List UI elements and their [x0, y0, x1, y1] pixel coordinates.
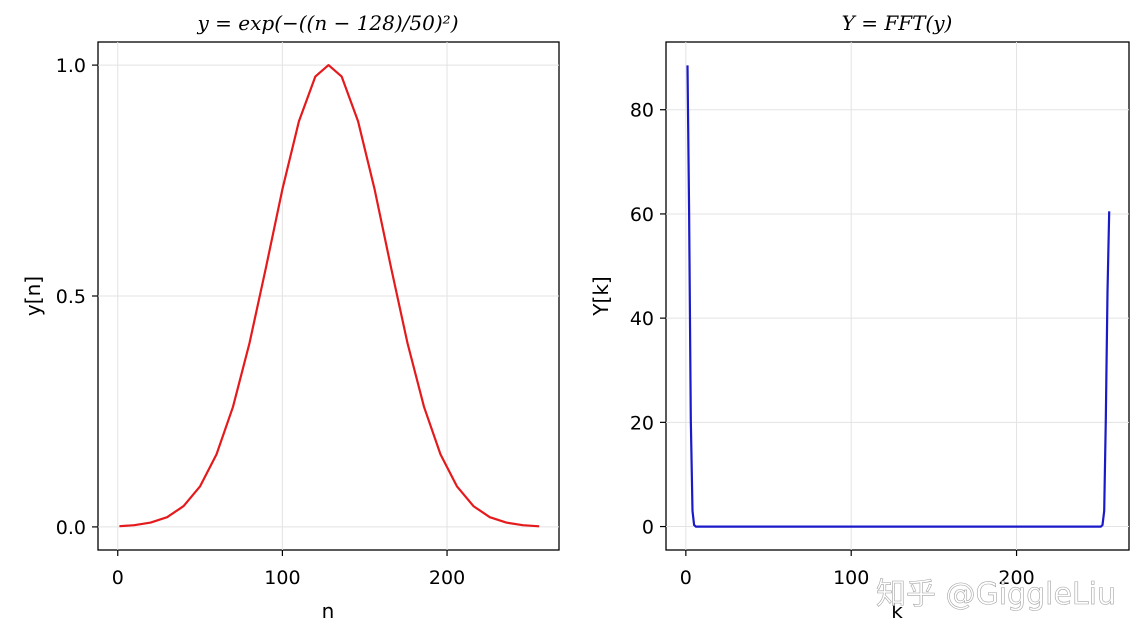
right-series: [686, 65, 1111, 528]
right-y-tick-label: 80: [630, 100, 654, 122]
right-plot: 0 100 200 0 20 40 60 80 Y = FFT(y) k Y[k]: [589, 11, 1130, 623]
right-y-axis-label: Y[k]: [589, 276, 613, 316]
left-x-tick-label: 200: [429, 567, 465, 589]
left-x-tick-label: 100: [264, 567, 300, 589]
right-title: Y = FFT(y): [842, 11, 953, 35]
left-x-axis-label: n: [322, 599, 335, 623]
left-plot: 0 100 200 0.0 0.5 1.0 y = exp(−((n − 128)/50)…: [21, 11, 560, 623]
right-x-tick-label: 100: [833, 567, 869, 589]
left-y-tick-label: 0.0: [56, 517, 86, 539]
right-y-tick-label: 60: [630, 204, 654, 226]
left-series: [119, 63, 540, 528]
watermark: 知乎 @GiggleLiu: [876, 577, 1116, 612]
right-x-tick-label: 200: [998, 567, 1034, 589]
right-series-line: [686, 65, 1111, 528]
right-y-tick-label: 20: [630, 412, 654, 434]
left-x-tick-label: 0: [112, 567, 124, 589]
right-ticks: 0 100 200 0 20 40 60 80: [630, 100, 1035, 589]
left-series-line: [119, 63, 540, 528]
right-plot-frame: [665, 41, 1130, 551]
right-y-tick-label: 0: [642, 517, 654, 539]
right-x-tick-label: 0: [680, 567, 692, 589]
right-y-tick-label: 40: [630, 308, 654, 330]
left-y-axis-label: y[n]: [21, 276, 45, 316]
left-y-tick-label: 0.5: [56, 286, 86, 308]
right-x-axis-label: k: [891, 599, 903, 623]
left-y-tick-label: 1.0: [56, 55, 86, 77]
left-ticks: 0 100 200 0.0 0.5 1.0: [56, 55, 465, 589]
left-title: y = exp(−((n − 128)/50)²): [197, 11, 459, 35]
